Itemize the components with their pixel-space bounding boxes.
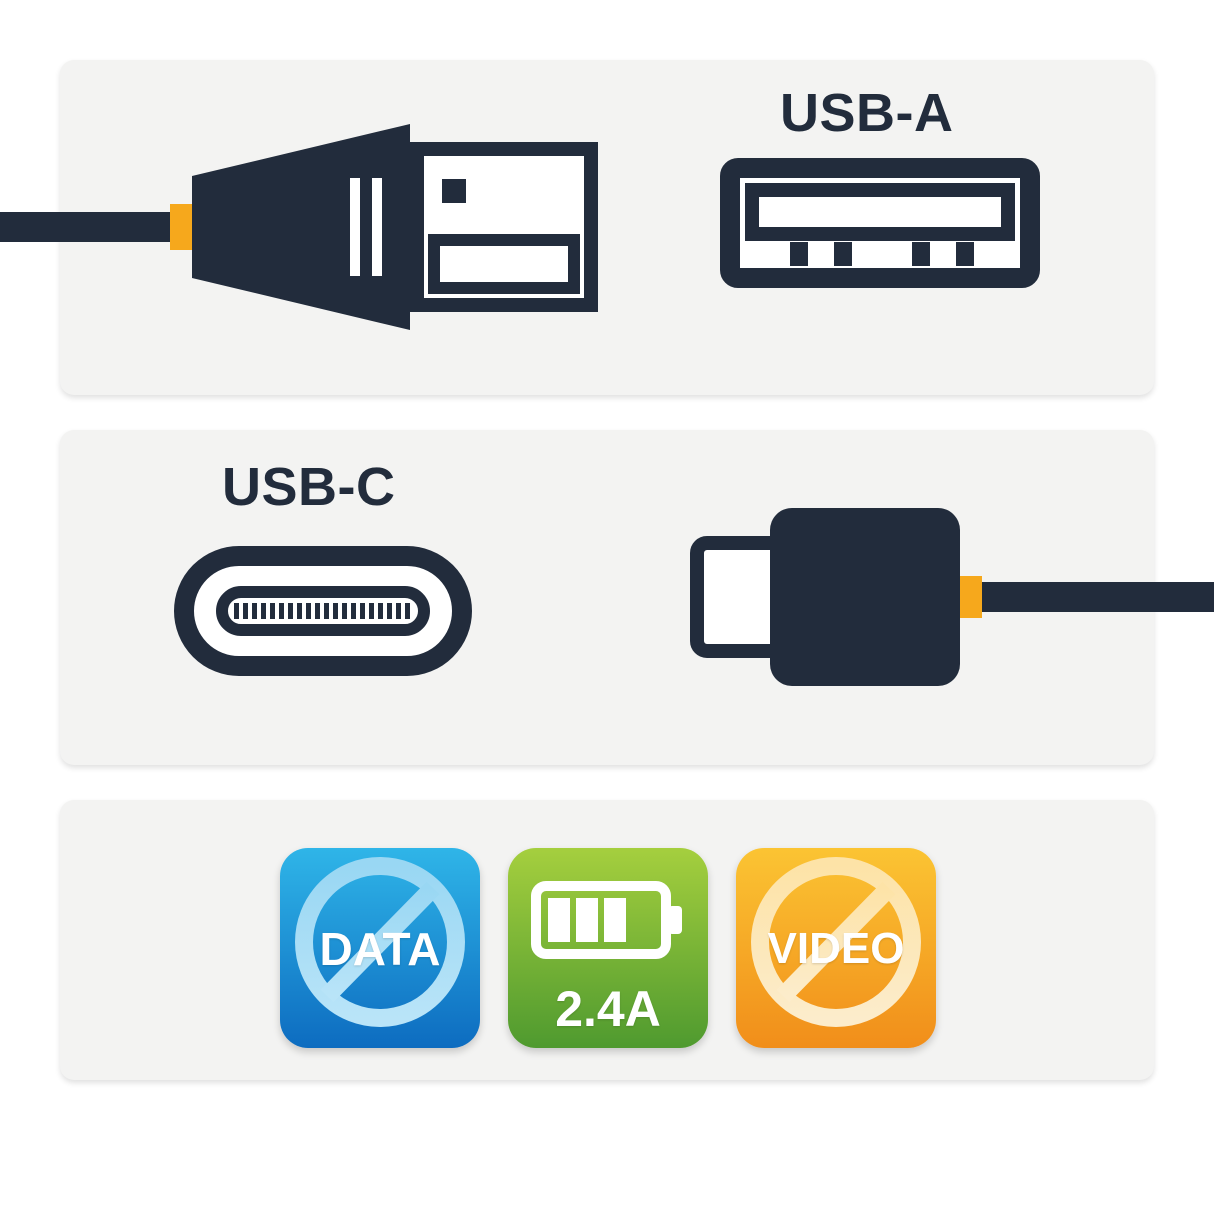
no-data-label: DATA: [280, 922, 480, 976]
battery-icon: [508, 862, 708, 982]
no-data-badge: DATA: [280, 848, 480, 1048]
usb-a-label: USB-A: [780, 82, 954, 144]
usb-a-grip-line: [350, 178, 360, 276]
usb-c-accent-ring: [960, 576, 982, 618]
usb-a-cable: [0, 212, 170, 242]
infographic-canvas: USB-A USB-C: [0, 0, 1214, 1214]
no-video-badge: VIDEO: [736, 848, 936, 1048]
no-video-label: VIDEO: [736, 924, 936, 974]
usb-c-cable: [982, 582, 1214, 612]
usb-c-port-icon: [174, 546, 472, 676]
usb-a-accent-ring: [170, 204, 192, 250]
usb-c-label: USB-C: [222, 456, 396, 518]
usb-a-port-icon: [720, 158, 1040, 288]
usb-a-grip-line: [372, 178, 382, 276]
usb-c-plug-body: [770, 508, 960, 686]
charging-badge: 2.4A: [508, 848, 708, 1048]
charging-label: 2.4A: [508, 980, 708, 1038]
usb-a-metal-shell-icon: [410, 142, 598, 312]
